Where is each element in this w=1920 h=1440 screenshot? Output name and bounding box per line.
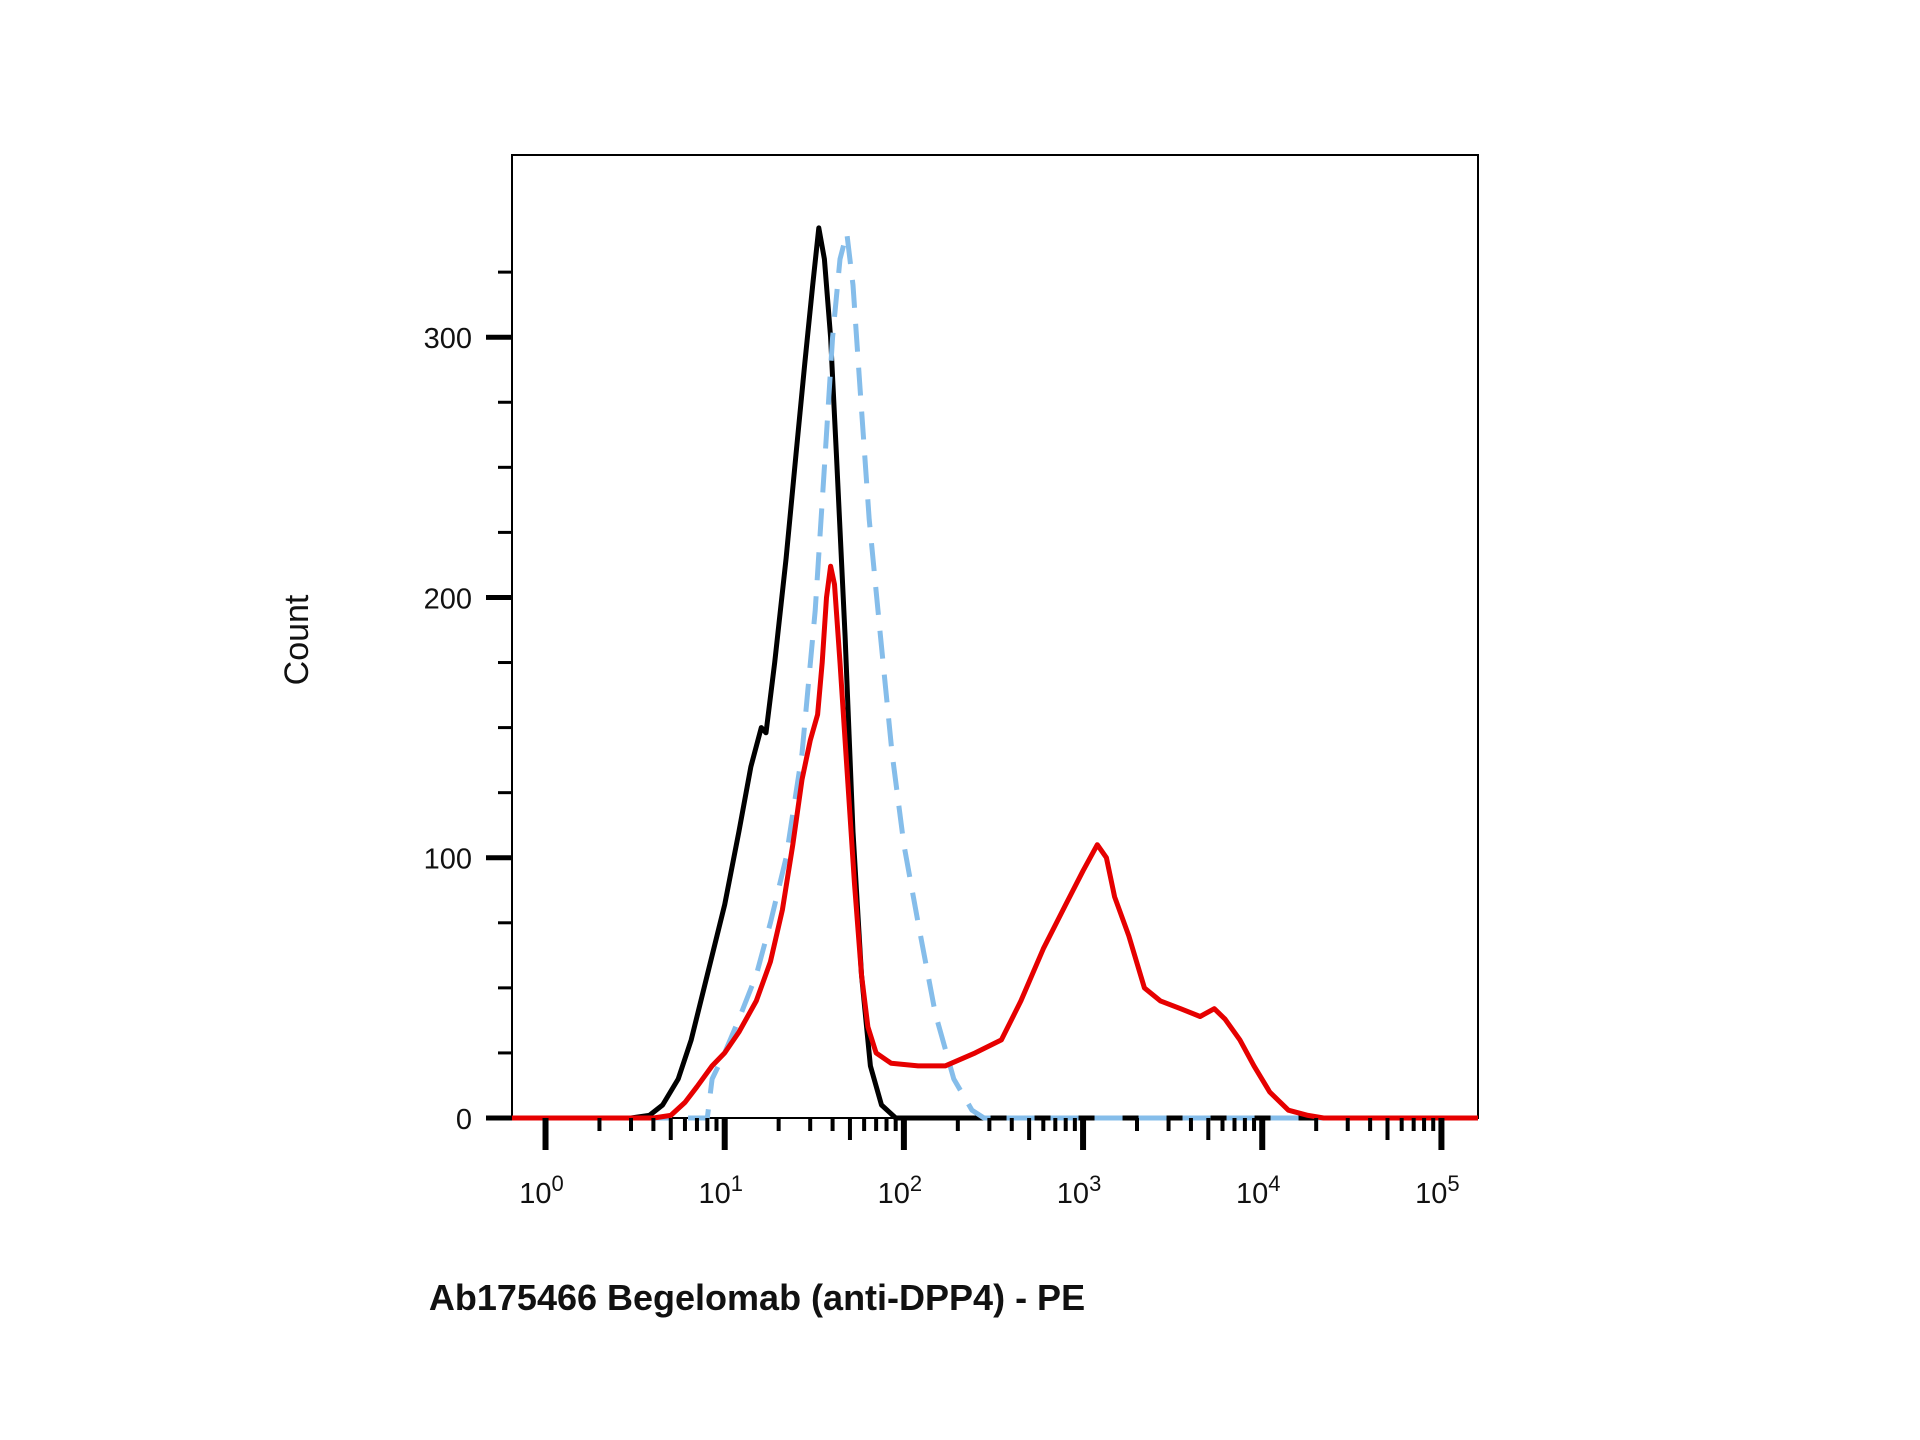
y-tick-label: 100 [424,844,472,876]
y-tick-label: 0 [456,1104,472,1136]
plot-frame [511,154,1479,1119]
x-tick-label: 103 [1057,1171,1102,1210]
x-tick-label: 101 [698,1171,743,1210]
x-tick-label: 100 [519,1171,564,1210]
y-tick-label: 200 [424,583,472,615]
series-line-3 [512,563,1478,1121]
series-line-2 [512,230,1478,1121]
x-tick-label: 104 [1236,1171,1281,1210]
y-tick-label: 300 [424,323,472,355]
series-line-1 [512,225,1478,1121]
y-axis-title: Count [278,594,316,685]
x-tick-label: 102 [878,1171,923,1210]
x-axis-title: Ab175466 Begelomab (anti-DPP4) - PE [429,1277,1085,1318]
x-tick-label: 105 [1415,1171,1460,1210]
